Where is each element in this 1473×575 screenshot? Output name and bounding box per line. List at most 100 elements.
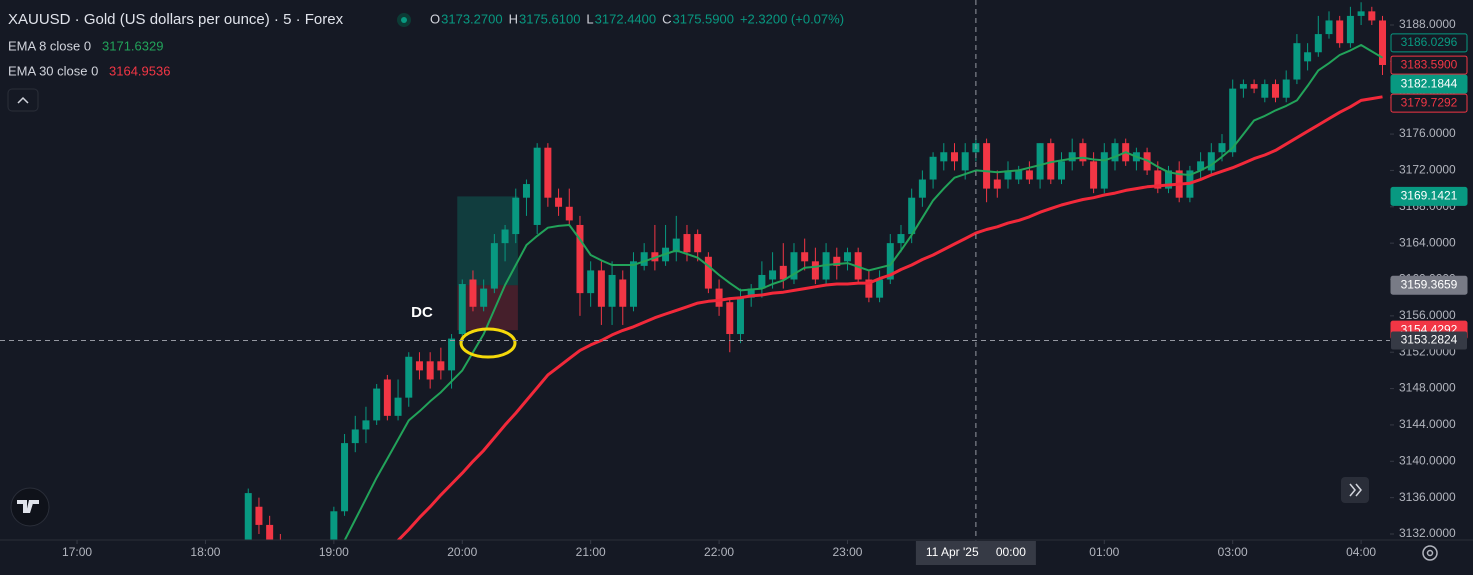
x-tick-label: 18:00 (190, 545, 220, 559)
x-tick-label: 23:00 (832, 545, 862, 559)
candle-body (726, 302, 734, 335)
candle-body (330, 511, 338, 540)
candle-body (458, 284, 466, 335)
ohlc-value: 3173.2700 (441, 11, 502, 26)
ohlc-value: 3175.6100 (519, 11, 580, 26)
candle-body (961, 152, 969, 171)
x-tick-label: 22:00 (704, 545, 734, 559)
indicator-name[interactable]: EMA 8 close 0 (8, 38, 91, 53)
ema-line (397, 95, 1383, 540)
crosshair-price-box (1391, 331, 1467, 350)
candle-body (940, 152, 948, 162)
settings-button[interactable] (1422, 545, 1438, 561)
crosshair-time: 00:00 (996, 545, 1026, 559)
candle-body (437, 361, 445, 371)
candle-body (993, 179, 1001, 189)
candle-body (1261, 84, 1269, 98)
candle-body (394, 397, 402, 416)
candle-body (1346, 15, 1354, 44)
ema-line (343, 44, 1384, 540)
candle-body (876, 279, 884, 298)
indicator-value: 3171.6329 (102, 38, 163, 53)
candle-body (704, 256, 712, 289)
candle-body (373, 388, 381, 421)
y-tick-label: 3156.0000 (1399, 308, 1456, 322)
crosshair-price-label: 3153.2824 (1401, 333, 1458, 347)
candle-body (1325, 20, 1333, 35)
candle-body (544, 147, 552, 198)
price-label: 3169.1421 (1401, 189, 1458, 203)
x-tick-label: 01:00 (1089, 545, 1119, 559)
y-tick-label: 3140.0000 (1399, 453, 1456, 467)
y-tick-label: 3148.0000 (1399, 381, 1456, 395)
candle-body (683, 234, 691, 253)
price-label-box (1390, 74, 1468, 94)
candle-body (908, 197, 916, 235)
candle-body (1111, 143, 1119, 162)
candle-body (983, 143, 991, 189)
price-label-box (1390, 186, 1468, 206)
candle-body (801, 252, 809, 262)
candle-body (1164, 170, 1172, 189)
candle-body (1293, 43, 1301, 80)
ohlc-value: 3175.5900 (673, 11, 734, 26)
candle-body (608, 274, 616, 307)
y-tick-label: 3164.0000 (1399, 235, 1456, 249)
ohlc-value: 3172.4400 (595, 11, 656, 26)
candle-body (587, 270, 595, 294)
y-tick-label: 3136.0000 (1399, 490, 1456, 504)
legend-header: XAUUSD · Gold (US dollars per ounce) · 5… (7, 11, 844, 112)
candle-body (843, 252, 851, 262)
ohlc-key: O (430, 11, 440, 26)
scroll-right-button[interactable] (1341, 477, 1369, 503)
candle-body (415, 361, 423, 371)
y-tick-label: 3144.0000 (1399, 417, 1456, 431)
crosshair-time-box (915, 541, 1036, 565)
candle-body (565, 206, 573, 221)
collapse-button[interactable] (7, 88, 39, 112)
tv-logo[interactable] (10, 487, 50, 527)
candle-body (1218, 143, 1226, 153)
candle-body (1229, 88, 1237, 153)
axes: 3132.0000 3136.0000 3140.0000 3144.0000 3148… (62, 17, 1468, 565)
candle-body (383, 379, 391, 416)
candle-body (1368, 11, 1376, 21)
candle-body (779, 265, 787, 280)
candle-body (747, 288, 755, 298)
candle-body (929, 156, 937, 180)
y-tick-label: 3176.0000 (1399, 126, 1456, 140)
candle-body (736, 297, 744, 335)
candle-body (1068, 152, 1076, 162)
y-tick-label: 3132.0000 (1399, 526, 1456, 540)
candle-body (597, 270, 605, 307)
candle-body (1154, 170, 1162, 189)
candle-body (629, 261, 637, 307)
candle-body (769, 270, 777, 280)
candle-body (1314, 34, 1322, 53)
crosshair-date: 11 Apr '25 (926, 545, 979, 559)
candle-body (1100, 152, 1108, 189)
candle-body (833, 256, 841, 266)
candle-body (522, 184, 530, 198)
candle-body (811, 261, 819, 280)
candle-body (1090, 161, 1098, 189)
change-value: +2.3200 (+0.07%) (740, 11, 844, 26)
candle-body (1239, 84, 1247, 89)
candle-body (672, 238, 680, 253)
y-tick-label: 3172.0000 (1399, 163, 1456, 177)
price-label-box (1390, 275, 1468, 295)
candle-body (512, 197, 520, 235)
x-tick-label: 04:00 (1346, 545, 1376, 559)
candle-body (1304, 52, 1312, 62)
price-label-box (1390, 93, 1468, 113)
candle-body (865, 279, 873, 298)
price-label-box (1390, 33, 1468, 53)
highlight-circle (459, 327, 517, 359)
candle-body (1004, 170, 1012, 180)
candle-body (341, 443, 349, 512)
indicator-name[interactable]: EMA 30 close 0 (8, 63, 98, 78)
candle-body (1197, 161, 1205, 171)
candle-body (1079, 143, 1087, 162)
candle-body (501, 229, 509, 244)
